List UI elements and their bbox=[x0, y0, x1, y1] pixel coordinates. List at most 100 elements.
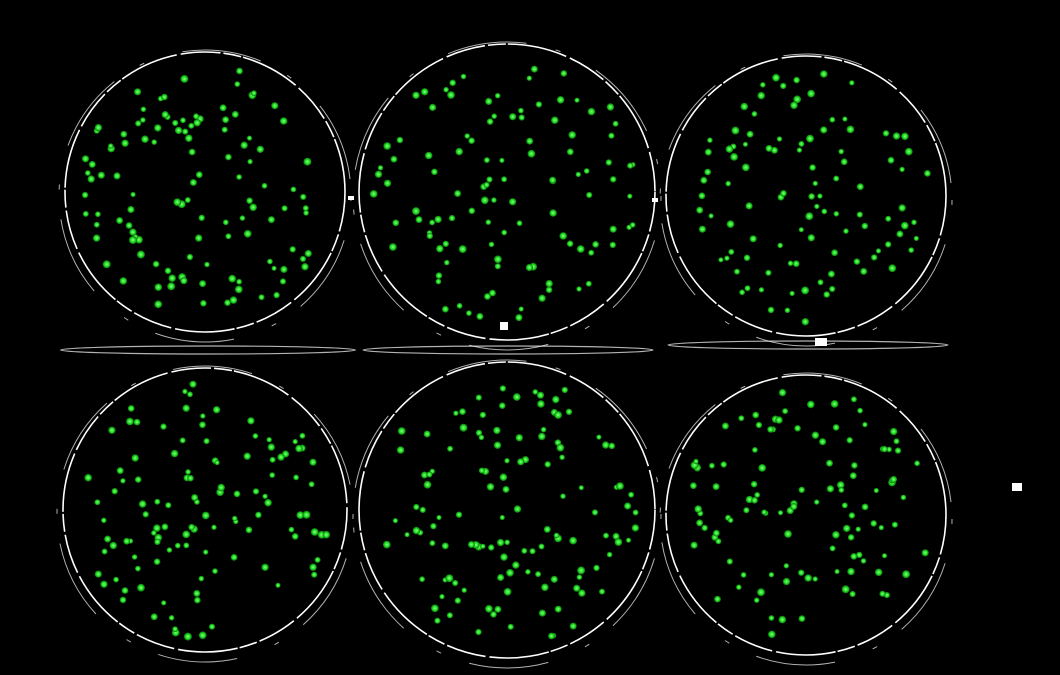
colony bbox=[561, 386, 568, 394]
colony bbox=[111, 488, 118, 495]
colony bbox=[840, 158, 848, 166]
well-gap-glare bbox=[362, 345, 654, 355]
colony bbox=[783, 563, 789, 569]
colony bbox=[456, 302, 463, 309]
colony bbox=[189, 179, 197, 186]
colony bbox=[431, 168, 438, 176]
colony bbox=[138, 500, 147, 508]
well-rim-outer bbox=[659, 53, 953, 347]
colony bbox=[421, 88, 429, 96]
colony bbox=[151, 530, 157, 536]
colony bbox=[696, 206, 704, 214]
well-rim bbox=[358, 361, 656, 659]
colony bbox=[506, 568, 514, 577]
colony bbox=[755, 421, 763, 429]
colony bbox=[629, 222, 636, 228]
colony bbox=[489, 289, 496, 297]
colony bbox=[843, 228, 849, 234]
well-rim bbox=[62, 367, 348, 653]
well-rim-outer bbox=[659, 372, 953, 666]
colony bbox=[412, 526, 421, 535]
colony bbox=[853, 258, 861, 265]
colony bbox=[787, 260, 794, 267]
colony bbox=[475, 429, 483, 436]
colony bbox=[131, 454, 139, 462]
colony bbox=[560, 70, 568, 77]
colony bbox=[894, 447, 902, 454]
colony bbox=[170, 449, 179, 458]
colony bbox=[412, 91, 420, 100]
colony bbox=[560, 493, 566, 500]
colony bbox=[459, 423, 468, 432]
colony bbox=[532, 389, 539, 395]
colony bbox=[904, 147, 913, 156]
colony bbox=[486, 118, 494, 125]
colony bbox=[811, 431, 820, 439]
colony bbox=[592, 241, 599, 248]
colony bbox=[486, 176, 493, 183]
colony bbox=[279, 117, 288, 125]
colony bbox=[901, 132, 909, 141]
colony bbox=[383, 179, 392, 187]
colony bbox=[496, 538, 505, 547]
colony bbox=[730, 153, 738, 161]
colony bbox=[833, 175, 840, 182]
colony bbox=[271, 265, 277, 271]
colony bbox=[537, 400, 545, 408]
colony bbox=[188, 523, 195, 531]
colony bbox=[746, 130, 754, 138]
colony bbox=[701, 524, 708, 532]
well bbox=[659, 372, 953, 666]
colony bbox=[887, 156, 895, 164]
colony bbox=[888, 264, 897, 273]
colony bbox=[480, 196, 489, 205]
colony bbox=[789, 290, 795, 297]
colony bbox=[369, 190, 378, 198]
colony bbox=[288, 526, 295, 533]
colony bbox=[515, 434, 523, 442]
colony bbox=[193, 113, 200, 120]
colony bbox=[543, 525, 551, 533]
colony bbox=[154, 283, 163, 292]
colony bbox=[521, 547, 528, 554]
colony bbox=[861, 222, 869, 230]
colony bbox=[807, 89, 815, 98]
colony bbox=[768, 630, 776, 639]
colony bbox=[891, 521, 899, 528]
colony bbox=[419, 576, 425, 583]
colony bbox=[199, 421, 206, 429]
colony bbox=[211, 524, 217, 530]
colony bbox=[292, 438, 298, 445]
colony bbox=[826, 485, 835, 493]
colony bbox=[88, 160, 96, 168]
colony bbox=[233, 490, 241, 498]
colony bbox=[219, 104, 227, 112]
colony bbox=[429, 103, 437, 111]
colony bbox=[104, 535, 112, 543]
colony bbox=[430, 523, 437, 530]
colony bbox=[846, 437, 853, 444]
colony bbox=[93, 221, 100, 228]
colony bbox=[172, 119, 179, 127]
colony bbox=[602, 441, 610, 449]
colony bbox=[208, 623, 216, 630]
colony bbox=[538, 543, 545, 550]
colony bbox=[576, 286, 582, 292]
colony bbox=[599, 588, 605, 595]
colony bbox=[468, 137, 475, 144]
colony bbox=[152, 260, 160, 268]
colony bbox=[193, 589, 201, 597]
colony bbox=[900, 494, 907, 501]
colony bbox=[116, 217, 124, 224]
colony bbox=[586, 191, 593, 199]
colony bbox=[728, 248, 735, 255]
colony bbox=[738, 415, 745, 422]
colony bbox=[879, 590, 886, 597]
colony bbox=[182, 530, 191, 539]
colony bbox=[269, 456, 276, 463]
colony bbox=[838, 487, 845, 493]
colony bbox=[445, 574, 454, 583]
colony bbox=[767, 426, 774, 433]
colony bbox=[544, 461, 551, 468]
colony bbox=[720, 461, 727, 468]
